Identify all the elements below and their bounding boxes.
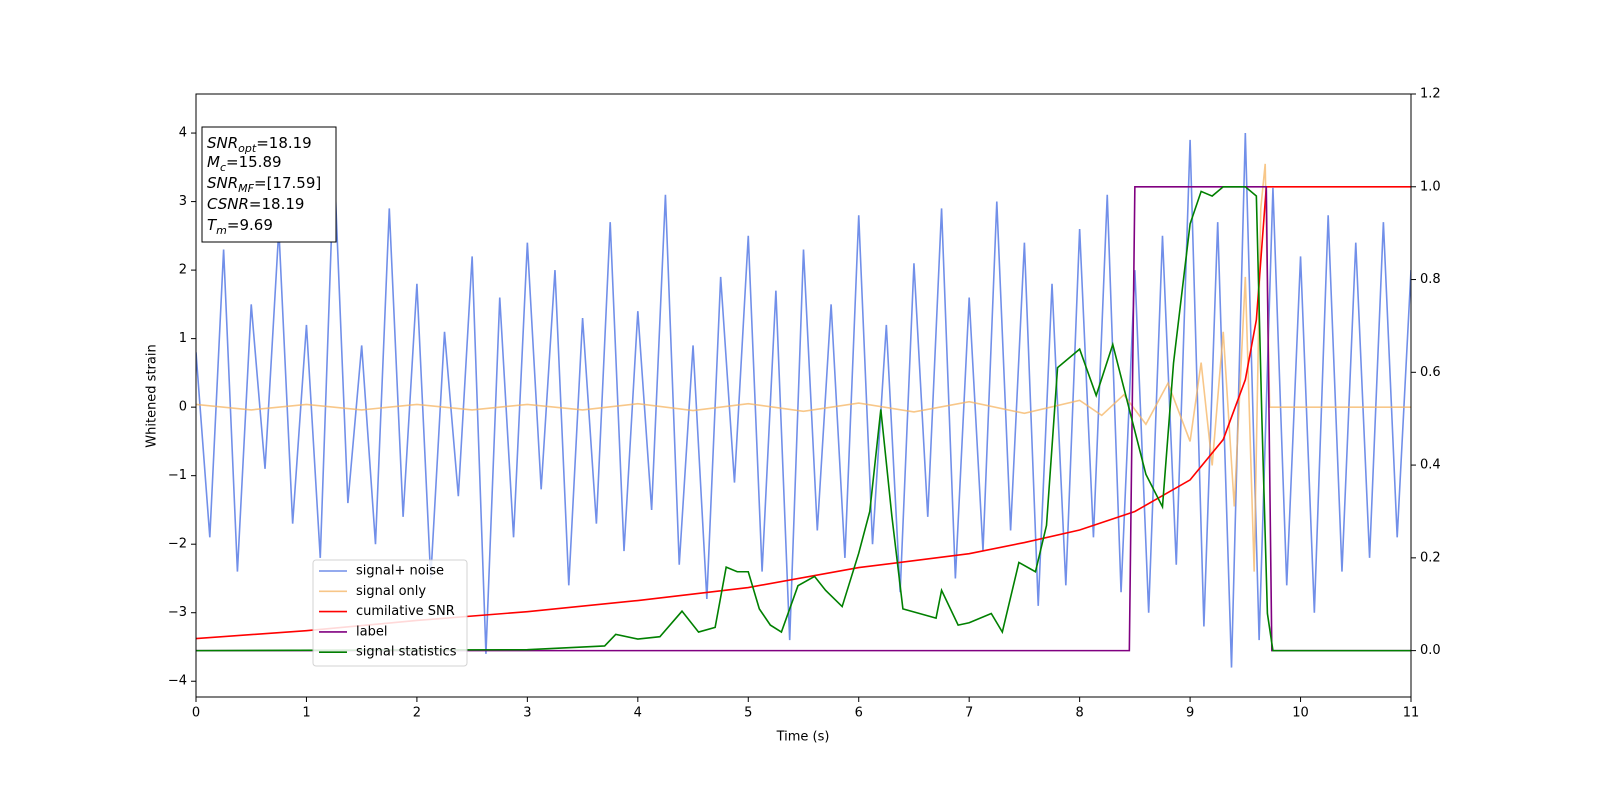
x-tick-label: 11	[1403, 706, 1420, 721]
annotation-sub: c	[220, 161, 226, 174]
y-axis-label: Whitened strain	[145, 344, 160, 447]
y-tick-label: −4	[168, 674, 187, 689]
annotation: SNRopt=18.19	[207, 134, 312, 155]
y-tick-label: 1	[179, 331, 187, 346]
series-line	[196, 185, 1411, 652]
y-tick-label: 0	[179, 400, 187, 415]
annotation-name: T	[207, 216, 218, 234]
y-tick-label: −2	[168, 537, 187, 552]
annotation: CSNR=18.19	[207, 195, 304, 213]
y-tick-label: 4	[179, 126, 187, 141]
x-tick-label: 9	[1186, 706, 1194, 721]
x-tick-label: 3	[523, 706, 531, 721]
x-tick-label: 10	[1292, 706, 1309, 721]
y2-tick-label: 0.8	[1420, 272, 1441, 287]
annotation-box	[201, 126, 337, 243]
x-tick-label: 1	[302, 706, 310, 721]
x-tick-label: 5	[744, 706, 752, 721]
annotation-text: =15.89	[226, 153, 282, 171]
annotation: SNRMF=[17.59]	[207, 174, 321, 195]
series-line	[196, 185, 1411, 640]
annotation: Tm=9.69	[207, 216, 273, 237]
legend-label: label	[356, 624, 387, 639]
annotation-sub: MF	[238, 182, 254, 195]
plot-frame	[195, 93, 1412, 698]
annotation-text: =[17.59]	[254, 174, 321, 192]
annotation: Mc=15.89	[207, 153, 282, 174]
x-tick-label: 4	[634, 706, 642, 721]
y2-tick-label: 1.2	[1420, 87, 1441, 102]
annotation-text: =18.19	[256, 134, 312, 152]
annotation-sub: m	[216, 224, 227, 237]
annotation-sub: opt	[238, 142, 257, 155]
y2-tick-label: 1.0	[1420, 179, 1441, 194]
x-tick-label: 7	[965, 706, 973, 721]
series-line	[196, 163, 1411, 572]
x-tick-label: 2	[413, 706, 421, 721]
y2-tick-label: 0.0	[1420, 643, 1441, 658]
x-axis-label: Time (s)	[776, 730, 830, 745]
y2-tick-label: 0.6	[1420, 365, 1441, 380]
y2-tick-label: 0.4	[1420, 458, 1441, 473]
x-tick-label: 6	[855, 706, 863, 721]
annotation-name: SNR	[207, 174, 238, 192]
legend-label: cumilative SNR	[356, 604, 455, 619]
legend-label: signal statistics	[356, 645, 457, 660]
legend-box	[312, 559, 468, 667]
legend-label: signal+ noise	[356, 564, 444, 579]
y-tick-label: −1	[168, 468, 187, 483]
annotation-text: =18.19	[249, 195, 305, 213]
y-tick-label: 2	[179, 263, 187, 278]
x-tick-label: 0	[192, 706, 200, 721]
series-line	[196, 133, 1411, 668]
y-tick-label: −3	[168, 605, 187, 620]
annotation-text: =9.69	[227, 216, 273, 234]
x-tick-label: 8	[1075, 706, 1083, 721]
y-tick-label: 3	[179, 194, 187, 209]
annotation-name: CSNR	[207, 195, 249, 213]
annotation-name: SNR	[207, 134, 238, 152]
annotation-name: M	[207, 153, 220, 171]
legend-label: signal only	[356, 584, 426, 599]
y2-tick-label: 0.2	[1420, 550, 1441, 565]
